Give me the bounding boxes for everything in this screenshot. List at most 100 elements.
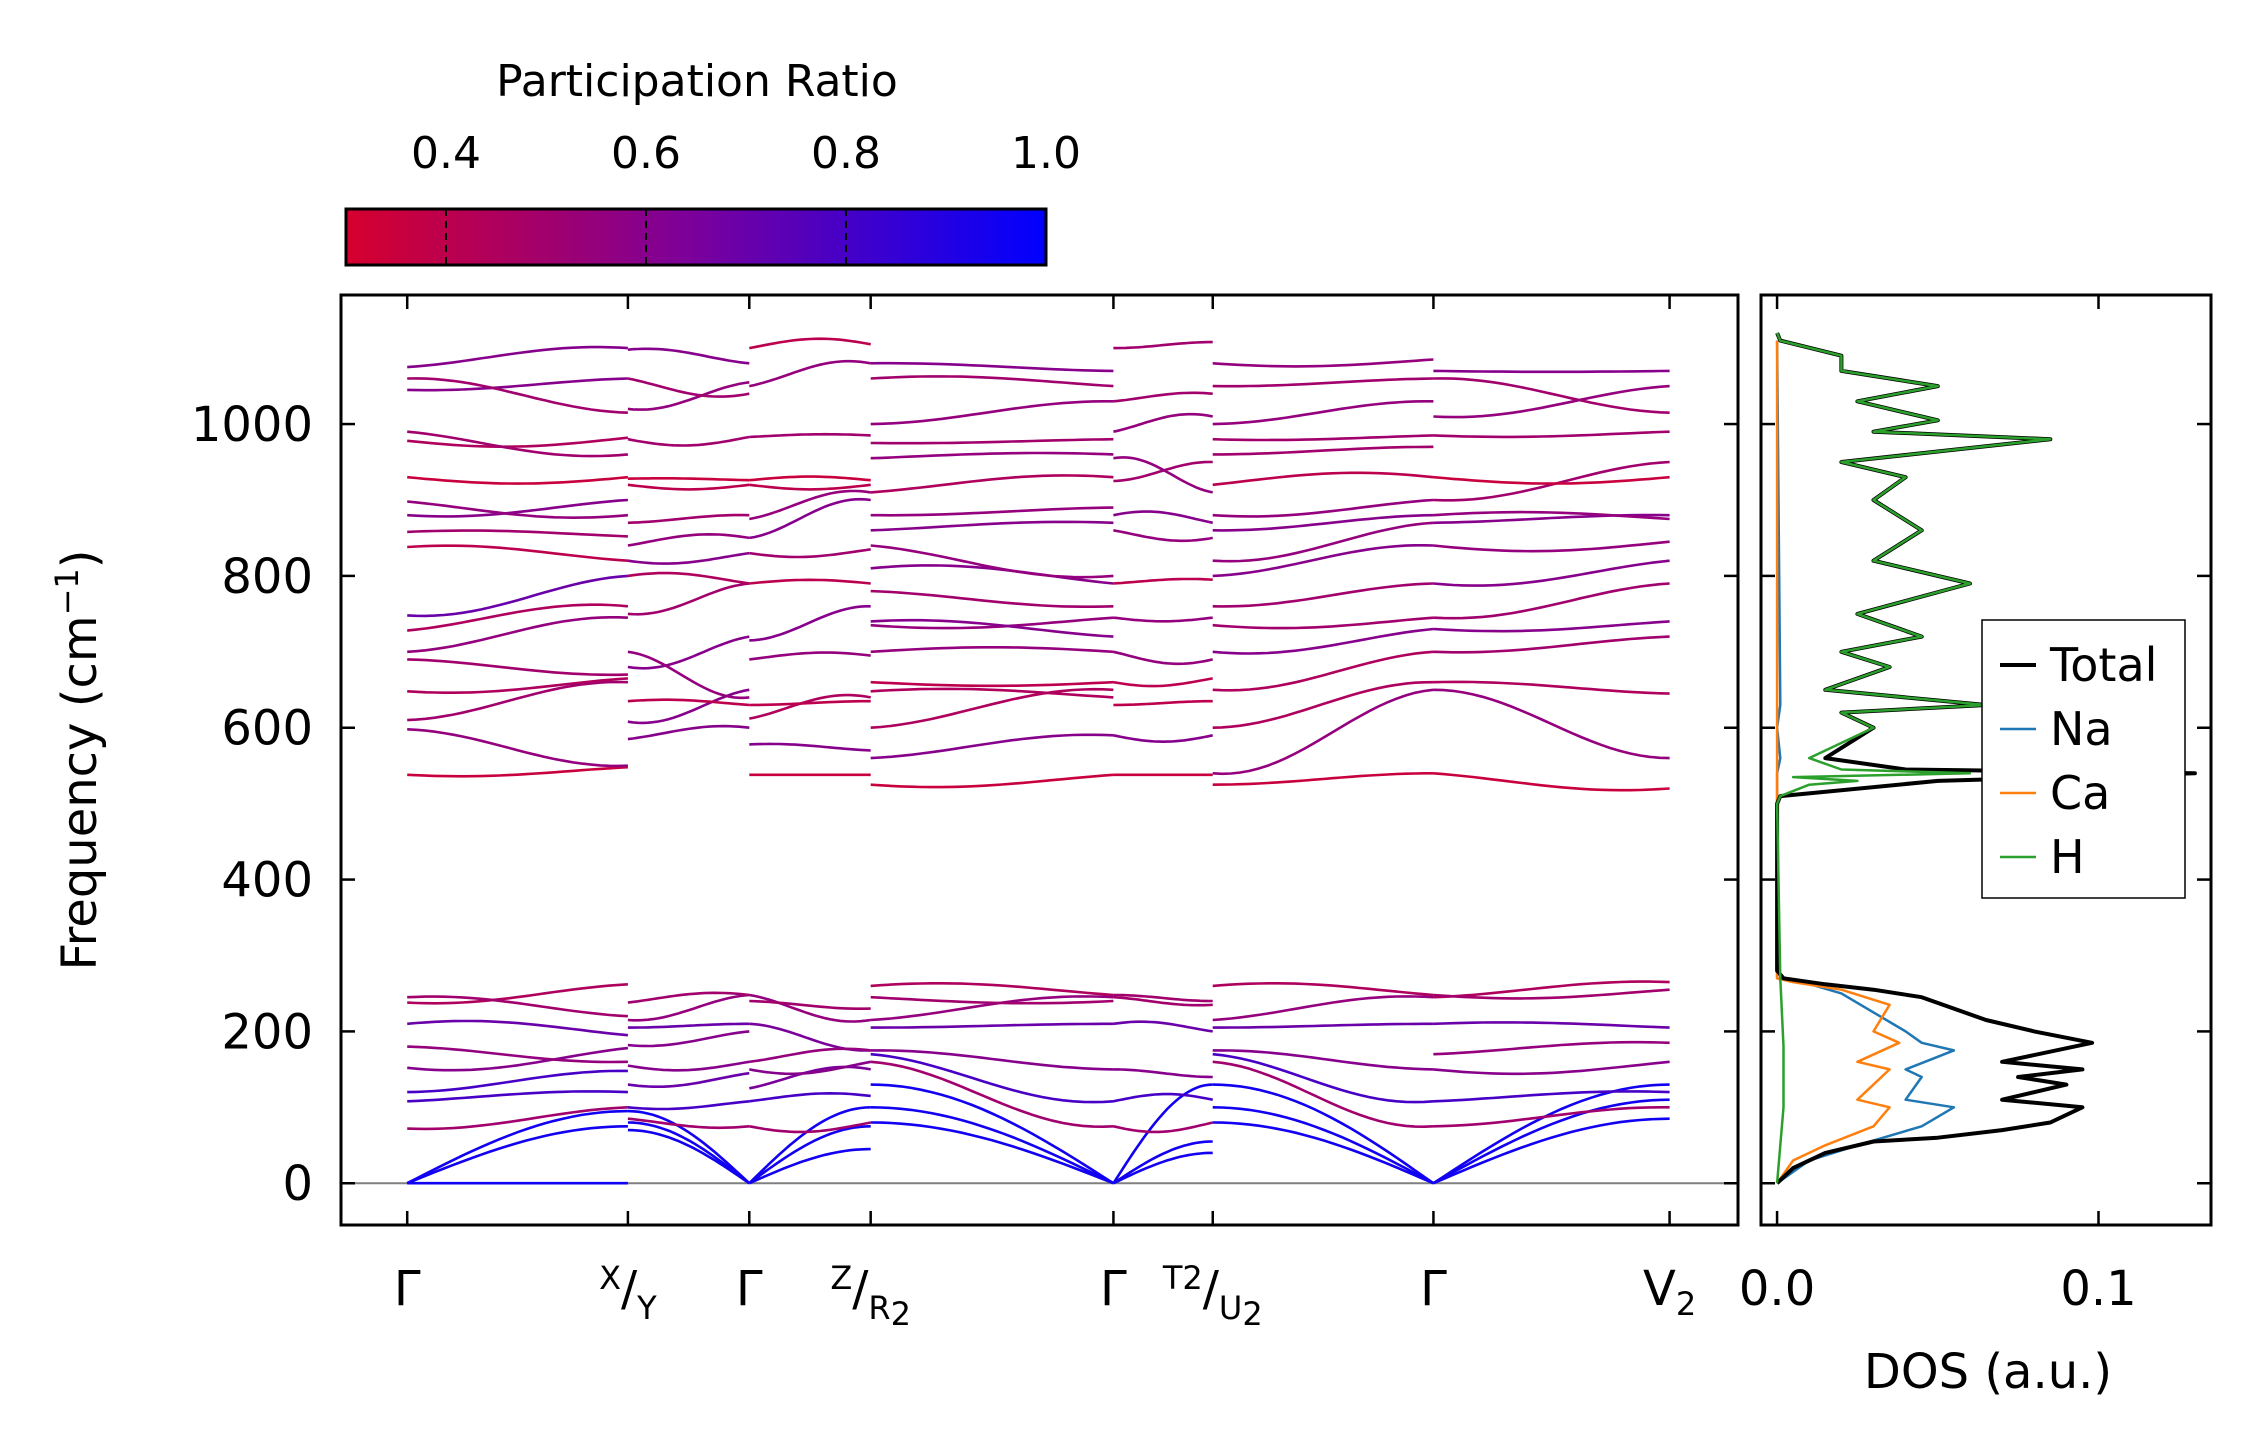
band-line [407,983,628,1005]
band-line [1212,445,1434,456]
band-line [627,635,750,670]
colorbar-tick-label: 1.0 [1011,128,1081,179]
band-line [627,993,750,1022]
band-line [749,337,871,350]
band-line [1212,627,1434,655]
band-line [1433,384,1670,419]
band-line [1433,540,1670,553]
dos-series-ca [1775,340,1901,1184]
band-axes-frame [339,293,1740,1227]
y-tick-label: 200 [221,1004,313,1060]
band-line [1113,993,1213,1003]
band-line [870,544,1114,579]
band-line [749,432,871,439]
band-line [870,687,1114,699]
band-line [1112,1083,1213,1184]
band-line [870,437,1114,445]
band-line [748,1125,871,1185]
band-line [407,377,628,414]
band-line [407,1106,628,1131]
band-line [1113,412,1213,433]
band-line [627,1100,750,1111]
band-line [749,359,871,388]
y-tick-label: 400 [221,853,313,909]
colorbar-title: Participation Ratio [496,56,898,107]
band-line [870,375,1114,388]
band-line [870,1060,1114,1129]
band-line [407,680,628,722]
dos-x-tick-label: 0.1 [2060,1261,2136,1317]
band-line [407,603,629,632]
band-line [627,1030,750,1048]
band-structure-panel: 0 200 400 600 800 1000 Γ X/Y Γ Z/R2 Γ T2/U2 Γ V2 Fre… [48,293,1740,1333]
band-line [870,589,1114,608]
band-line [1212,498,1434,518]
band-line [870,564,1114,585]
band-line [870,506,1114,517]
band-line [627,582,750,616]
band-line [1113,456,1213,494]
band-line [1212,650,1434,692]
band-line [1433,1021,1670,1029]
band-line [870,520,1114,532]
band-line [1112,1140,1213,1185]
band-line [627,381,750,411]
band-line [1113,699,1213,707]
high-symmetry-label: Γ [736,1261,763,1317]
high-symmetry-label: X/Y [599,1259,657,1327]
band-line [749,999,871,1010]
band-line [870,982,1114,997]
dos-series-na [1775,340,1956,1185]
band-line [1433,635,1670,654]
band-line [627,1117,750,1130]
band-line [1212,680,1434,729]
band-line [627,551,750,565]
legend-label-ca: Ca [2050,766,2110,820]
band-line [749,475,871,482]
y-axis-label: Frequency (cm−1) [48,549,108,970]
band-line [870,400,1114,426]
band-line [1433,369,1670,374]
band-line [1212,1052,1434,1104]
band-line [1113,577,1213,585]
band-line [627,991,750,1004]
band-line [627,724,750,741]
band-line [749,651,871,661]
band-line [1212,1022,1434,1029]
band-line [749,1121,871,1134]
band-line [1113,529,1213,543]
band-line [870,773,1114,789]
band-line [407,436,629,448]
band-line [870,1049,1114,1071]
band-line [1113,1121,1214,1134]
colorbar-gradient [344,207,1048,267]
band-line [1212,688,1434,776]
band-line [1433,1060,1670,1076]
band-line [627,1128,751,1185]
band-line [870,1106,1114,1185]
band-line [1212,471,1434,487]
band-line [1113,677,1213,688]
band-line [749,693,871,720]
band-line [749,993,871,1023]
band-line [749,1065,871,1090]
band-line [749,1091,871,1103]
band-line [627,698,750,707]
band-line [1433,772,1670,792]
band-line [870,361,1114,373]
legend-label-h: H [2050,830,2085,884]
band-line [1113,510,1213,525]
band-line [749,1060,871,1076]
band-line [407,1045,628,1064]
band-line [870,687,1114,729]
band-line [749,578,871,585]
band-line [407,529,628,538]
band-line [870,451,1114,460]
band-line [407,765,628,778]
legend-label-total: Total [2049,638,2157,692]
colorbar: Participation Ratio 0.4 0.6 0.8 1.0 [344,56,1081,267]
y-tick-label: 0 [282,1156,313,1212]
band-line [627,1109,751,1185]
band-line [1113,616,1213,623]
